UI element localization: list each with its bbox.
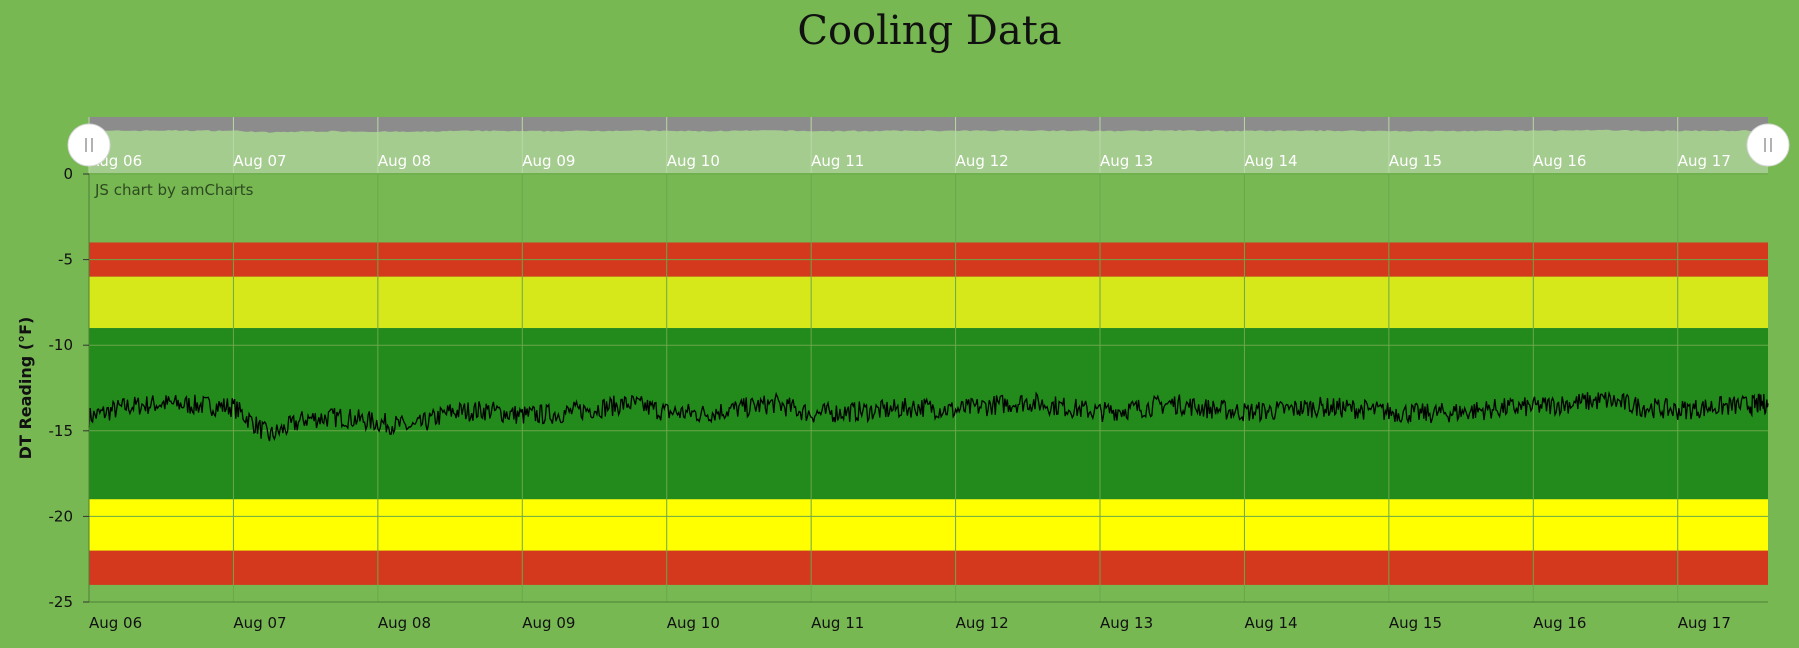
scrollbar-handle-right[interactable] [1746, 123, 1790, 167]
y-axis-ticks: 0 -5 -10 -15 -20 -25 [49, 165, 89, 611]
x-tick-label: Aug 08 [378, 614, 431, 632]
scrollbar-label: Aug 17 [1678, 152, 1731, 170]
x-tick-label: Aug 16 [1533, 614, 1586, 632]
scrollbar-label: Aug 14 [1244, 152, 1297, 170]
scrollbar-label: Aug 16 [1533, 152, 1586, 170]
x-axis-ticks: Aug 06 Aug 07 Aug 08 Aug 09 Aug 10 Aug 11 Aug … [89, 614, 1731, 632]
x-tick-label: Aug 06 [89, 614, 142, 632]
scrollbar-label: Aug 13 [1100, 152, 1153, 170]
grip-icon [85, 138, 93, 152]
y-axis-label: DT Reading (°F) [16, 317, 35, 460]
scrollbar-label: Aug 09 [522, 152, 575, 170]
band-3 [89, 499, 1768, 551]
series-layer [88, 390, 1769, 442]
scrollbar-labels: Aug 06 Aug 07 Aug 08 Aug 09 Aug 10 Aug 11 Aug … [89, 152, 1731, 170]
band-4 [89, 550, 1768, 585]
amcharts-credit[interactable]: JS chart by amCharts [94, 181, 254, 199]
x-tick-label: Aug 14 [1244, 614, 1297, 632]
x-tick-label: Aug 07 [233, 614, 286, 632]
scrollbar-label: Aug 08 [378, 152, 431, 170]
x-tick-label: Aug 15 [1389, 614, 1442, 632]
scrollbar-label: Aug 12 [956, 152, 1009, 170]
x-tick-label: Aug 09 [522, 614, 575, 632]
y-tick-label: 0 [63, 165, 73, 183]
x-tick-label: Aug 17 [1678, 614, 1731, 632]
scrollbar[interactable]: Aug 06 Aug 07 Aug 08 Aug 09 Aug 10 Aug 11 Aug … [67, 117, 1790, 173]
series-line [88, 390, 1769, 442]
band-1 [89, 276, 1768, 329]
scrollbar-label: Aug 10 [667, 152, 720, 170]
y-tick-label: -10 [49, 336, 74, 354]
scrollbar-label: Aug 15 [1389, 152, 1442, 170]
y-tick-label: -20 [49, 507, 74, 525]
x-tick-label: Aug 10 [667, 614, 720, 632]
y-tick-label: -5 [58, 251, 73, 269]
grip-icon [1764, 138, 1772, 152]
x-tick-label: Aug 11 [811, 614, 864, 632]
y-tick-label: -25 [49, 593, 74, 611]
y-tick-label: -15 [49, 422, 74, 440]
x-tick-label: Aug 13 [1100, 614, 1153, 632]
chart-title: Cooling Data [797, 8, 1062, 54]
scrollbar-preview [89, 117, 1768, 133]
scrollbar-grid [88, 117, 1679, 173]
scrollbar-handle-left[interactable] [67, 123, 111, 167]
scrollbar-label: Aug 07 [233, 152, 286, 170]
scrollbar-label: Aug 11 [811, 152, 864, 170]
x-tick-label: Aug 12 [956, 614, 1009, 632]
